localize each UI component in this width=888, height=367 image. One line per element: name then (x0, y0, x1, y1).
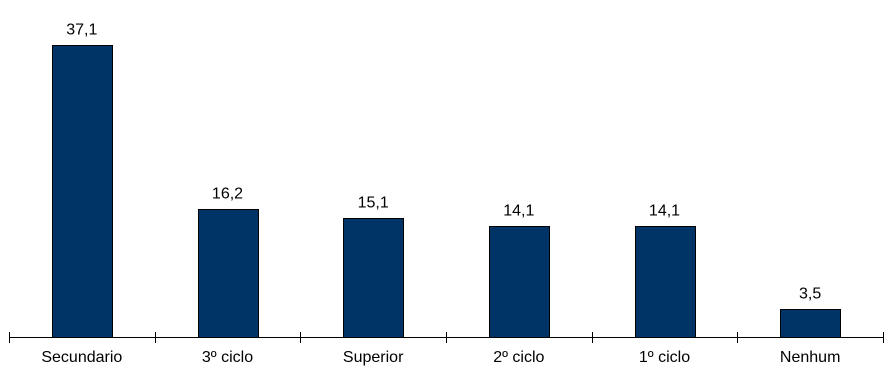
bars-group (52, 45, 841, 338)
category-labels-group: Secundario 3º ciclo Superior 2º ciclo 1º cic… (41, 349, 840, 366)
bar-data-label: 16,2 (212, 186, 243, 203)
bar-data-label: 14,1 (649, 203, 680, 220)
bar (343, 218, 404, 338)
x-axis-ticks (9, 332, 884, 343)
category-label: Secundario (41, 349, 122, 366)
category-label: 1º ciclo (639, 349, 690, 366)
category-label: Superior (343, 349, 404, 366)
bar-data-label: 37,1 (66, 22, 97, 39)
data-labels-group: 37,1 16,2 15,1 14,1 14,1 3,5 (66, 22, 821, 303)
bar-data-label: 3,5 (799, 286, 821, 303)
bar (780, 309, 841, 338)
bar-data-label: 15,1 (358, 195, 389, 212)
category-label: 2º ciclo (493, 349, 544, 366)
bar (52, 45, 113, 338)
category-label: 3º ciclo (202, 349, 253, 366)
bar-data-label: 14,1 (503, 203, 534, 220)
bar (635, 226, 696, 338)
bar (489, 226, 550, 338)
category-label: Nenhum (780, 349, 840, 366)
bar (198, 209, 259, 338)
